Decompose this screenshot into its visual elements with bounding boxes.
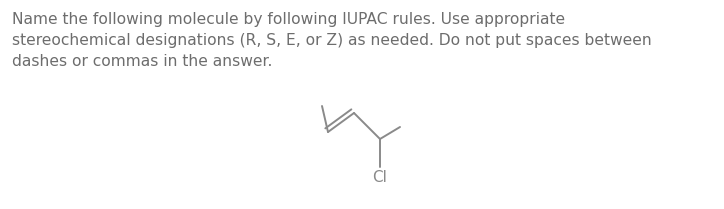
Text: Cl: Cl xyxy=(373,170,387,185)
Text: stereochemical designations (R, S, E, or Z) as needed. Do not put spaces between: stereochemical designations (R, S, E, or… xyxy=(12,33,652,48)
Text: Name the following molecule by following IUPAC rules. Use appropriate: Name the following molecule by following… xyxy=(12,12,565,27)
Text: dashes or commas in the answer.: dashes or commas in the answer. xyxy=(12,54,272,69)
